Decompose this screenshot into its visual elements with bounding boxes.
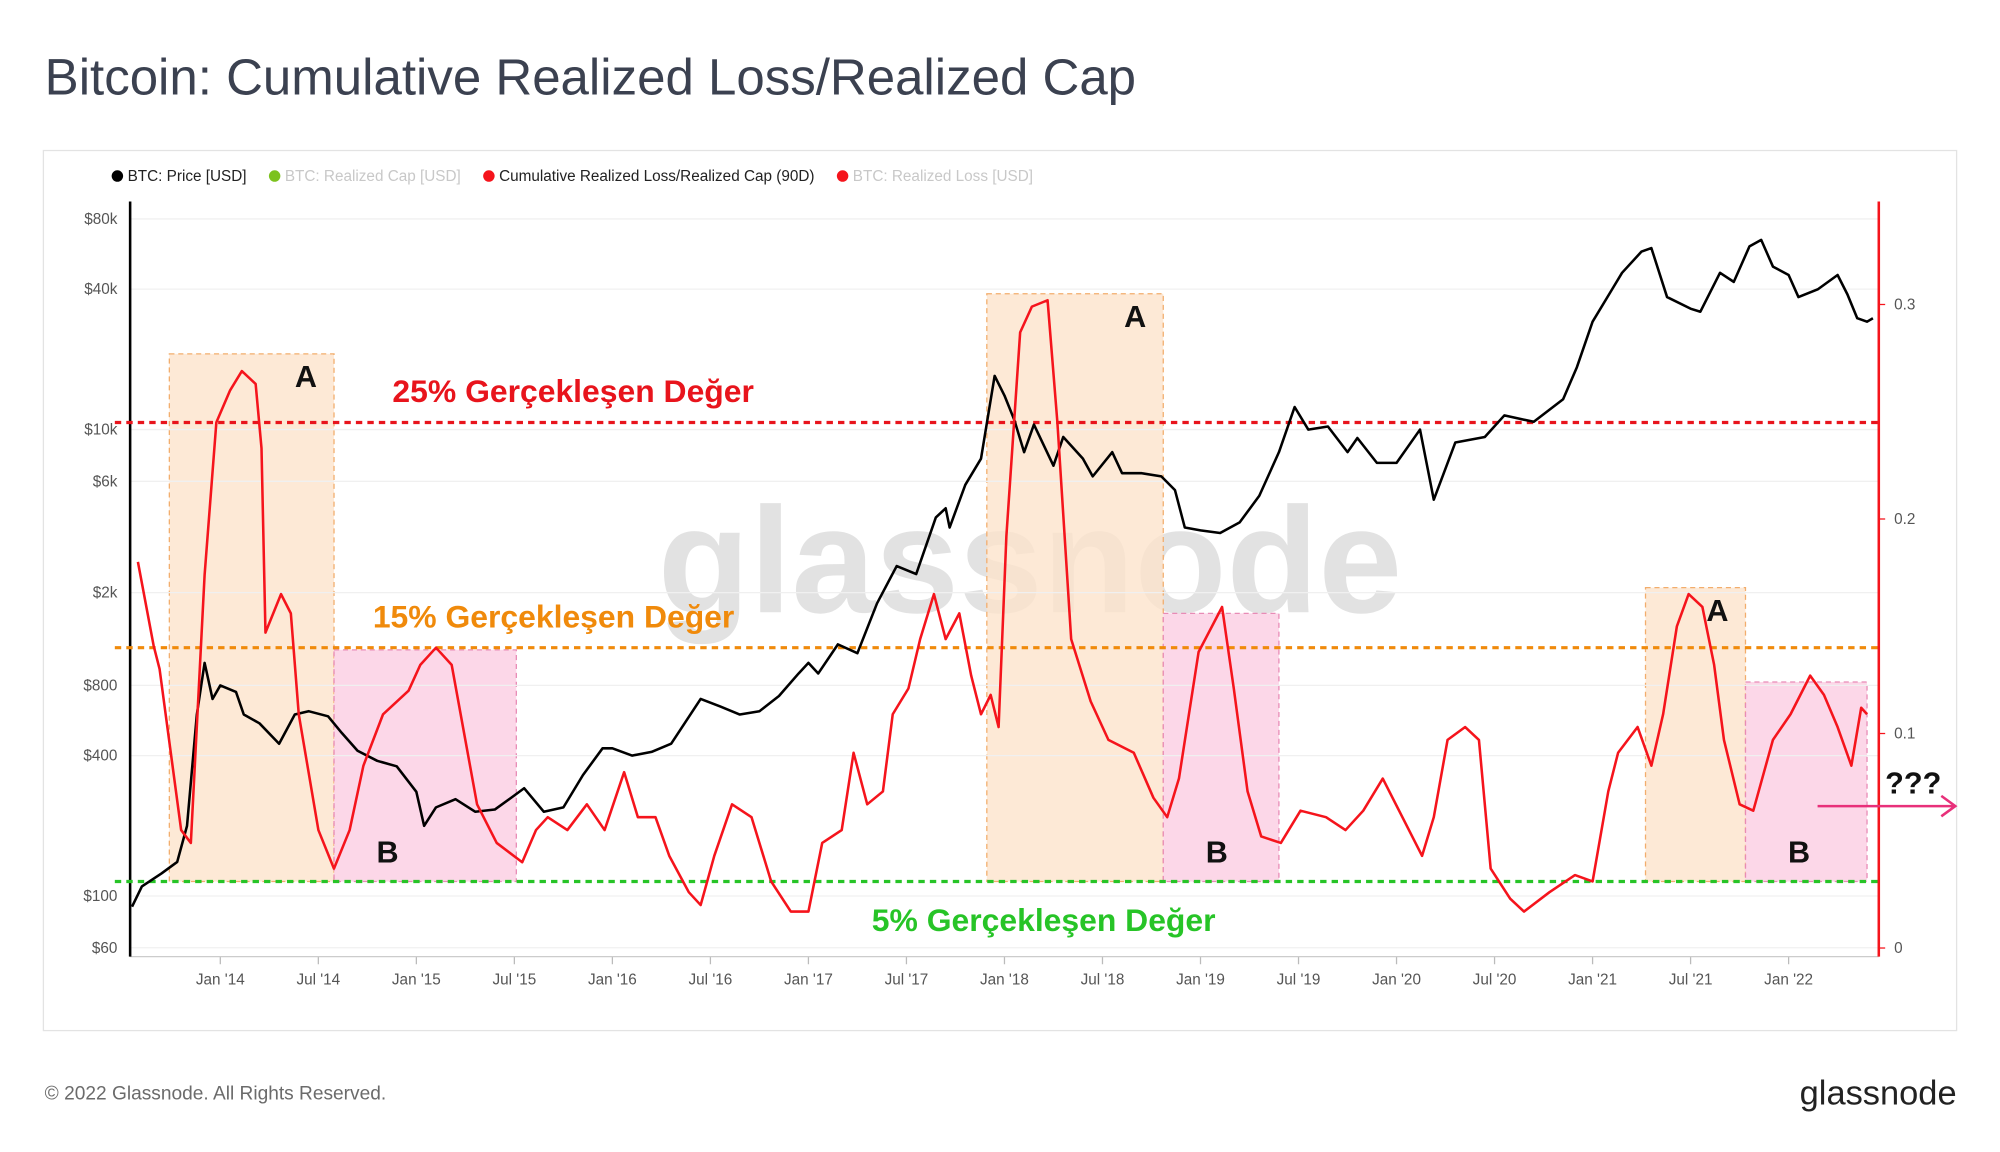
legend-marker: [836, 170, 849, 182]
x-tick-label: Jan '22: [1764, 972, 1813, 989]
region-label: B: [1788, 835, 1810, 869]
y-tick-label: $40k: [84, 281, 118, 298]
region-label: A: [295, 360, 317, 394]
region-label: A: [1124, 300, 1146, 334]
plot: A B A B A B $80k $40k $10k $6k $2k $800 $400 $100 $60 0…: [83, 201, 1915, 989]
region: [168, 353, 335, 883]
y2-tick-label: 0: [1894, 940, 1903, 957]
reference-label: 15% Gerçekleşen Değer: [373, 598, 734, 634]
x-tick-label: Jul '19: [1277, 972, 1321, 989]
y-tick-label: $10k: [84, 422, 118, 439]
legend-label: BTC: Realized Cap [USD]: [285, 168, 461, 185]
legend-marker: [111, 170, 124, 182]
region: [333, 649, 517, 883]
legend-label: BTC: Price [USD]: [128, 168, 247, 185]
logo: glassnode: [1800, 1075, 1957, 1113]
y2-tick-label: 0.1: [1894, 726, 1915, 743]
series-line: [136, 298, 1869, 913]
y-tick-label: $6k: [93, 473, 118, 490]
region-label: B: [377, 835, 399, 869]
x-tick-label: Jul '20: [1473, 972, 1517, 989]
arrow: [1817, 794, 1958, 818]
x-tick-label: Jan '14: [196, 972, 245, 989]
region: [1744, 681, 1868, 883]
legend-marker: [483, 170, 495, 182]
x-tick-label: Jul '21: [1669, 972, 1713, 989]
y2-tick-label: 0.2: [1894, 511, 1915, 528]
y-tick-label: $80k: [84, 211, 118, 228]
legend-label: Cumulative Realized Loss/Realized Cap (9…: [499, 168, 814, 185]
reference-label: 25% Gerçekleşen Değer: [392, 373, 753, 409]
x-tick-label: Jan '17: [784, 972, 833, 989]
page-title: Bitcoin: Cumulative Realized Loss/Realiz…: [45, 48, 1136, 105]
x-tick-label: Jan '19: [1176, 972, 1225, 989]
region-label: A: [1706, 594, 1728, 628]
y-tick-label: $400: [83, 748, 117, 765]
x-tick-label: Jul '17: [885, 972, 929, 989]
annotation: ???: [1885, 766, 1941, 800]
region-label: B: [1206, 835, 1228, 869]
x-tick-label: Jan '15: [392, 972, 441, 989]
y-tick-label: $2k: [93, 585, 118, 602]
y-tick-label: $100: [83, 888, 117, 905]
x-tick-label: Jul '16: [689, 972, 733, 989]
region: [986, 293, 1164, 883]
x-tick-label: Jan '16: [588, 972, 637, 989]
y-tick-label: $60: [92, 940, 118, 957]
legend-marker: [268, 170, 281, 182]
y-tick-label: $800: [83, 678, 117, 695]
x-tick-label: Jul '14: [296, 972, 340, 989]
footer: © 2022 Glassnode. All Rights Reserved.: [45, 1083, 387, 1104]
x-tick-label: Jan '18: [980, 972, 1029, 989]
reference-label: 5% Gerçekleşen Değer: [872, 902, 1216, 938]
series-line: [130, 238, 1874, 908]
legend-label: BTC: Realized Loss [USD]: [853, 168, 1033, 185]
x-tick-label: Jan '21: [1568, 972, 1617, 989]
y2-tick-label: 0.3: [1894, 297, 1915, 314]
x-tick-label: Jul '18: [1081, 972, 1125, 989]
region: [1644, 587, 1747, 883]
x-tick-label: Jul '15: [492, 972, 536, 989]
x-tick-label: Jan '20: [1372, 972, 1421, 989]
